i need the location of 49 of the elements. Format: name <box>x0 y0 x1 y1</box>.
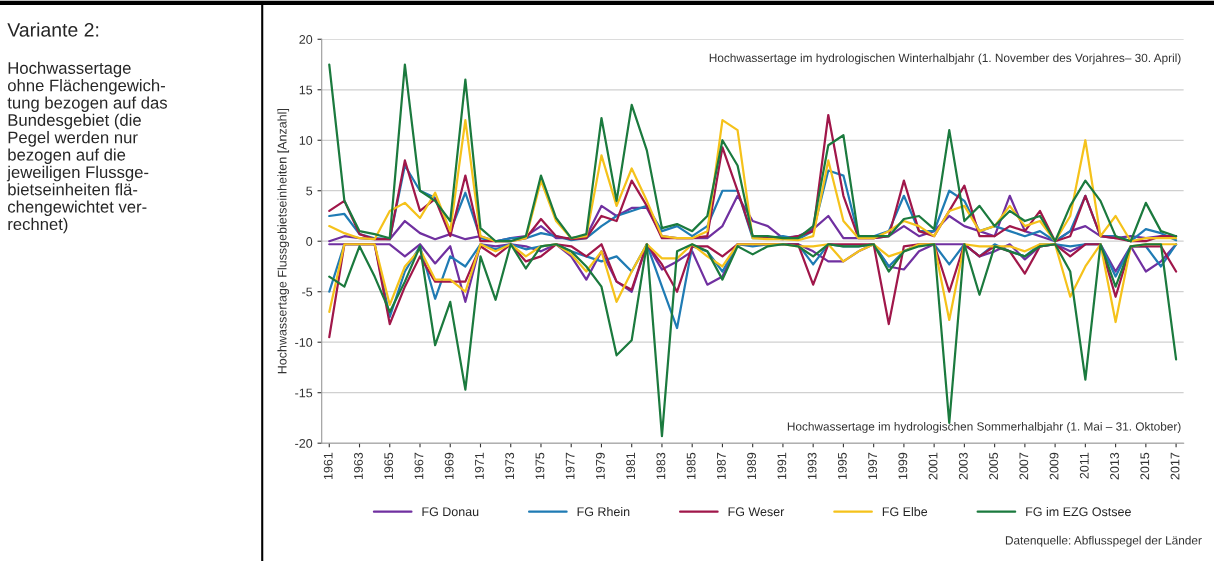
annotation: Hochwassertage im hydrologischen Winterhalbjahr (1. November des Vorjahres– 30. April) <box>709 53 1181 65</box>
x-tick-label: 2013 <box>1110 452 1119 480</box>
y-axis-title: Hochwassertage Flussgebietseinheiten [Anzahl] <box>277 109 290 374</box>
x-tick-label: 2005 <box>989 452 998 480</box>
x-tick-label: 2011 <box>1079 452 1089 479</box>
legend-label: FG Rhein <box>577 506 630 517</box>
x-tick-label: 1965 <box>384 452 394 480</box>
text: Hochwassertage ohne Flächengewich- tung bezogen auf das Bundesgebiet (die Pegel werden nur bezogen auf die jeweiligen Flussge- bietseinheiten flä- chengewichtet ver- rechnet) <box>6 61 167 234</box>
y-tick-label: 0 <box>306 237 313 246</box>
x-tick-label: 1967 <box>414 452 424 480</box>
text: Variante 2: <box>7 22 99 37</box>
x-tick-label: 1987 <box>716 452 726 480</box>
x-tick-label: 1993 <box>807 452 817 480</box>
x-tick-label: 1977 <box>565 452 575 480</box>
x-tick-label: 1991 <box>777 452 787 480</box>
x-tick-label: 2007 <box>1019 452 1029 480</box>
y-tick-label: -15 <box>295 388 313 398</box>
x-tick-label: 1999 <box>898 452 908 480</box>
legend-label: FG im EZG Ostsee <box>1026 506 1131 517</box>
y-tick-label: -20 <box>295 438 313 448</box>
legend-label: FG Elbe <box>882 506 928 517</box>
x-tick-label: 1981 <box>626 452 636 480</box>
x-tick-label: 1961 <box>323 452 333 480</box>
y-tick-label: 10 <box>299 136 313 145</box>
text: Datenquelle: Abflusspegel der Länder <box>1005 535 1202 547</box>
x-tick-label: 1973 <box>505 452 515 480</box>
x-tick-label: 2017 <box>1170 452 1180 480</box>
x-tick-label: 1963 <box>354 452 363 480</box>
y-tick-label: 20 <box>299 35 313 44</box>
annotation: Hochwassertage im hydrologischen Sommerhalbjahr (1. Mai – 31. Oktober) <box>787 421 1181 433</box>
legend-label: FG Weser <box>728 507 785 517</box>
y-tick-label: -5 <box>302 287 313 297</box>
y-tick-label: -10 <box>295 338 313 347</box>
x-tick-label: 1997 <box>868 452 878 480</box>
x-tick-label: 1975 <box>535 452 545 480</box>
x-tick-label: 1971 <box>474 452 484 480</box>
x-tick-label: 1989 <box>747 452 757 480</box>
y-tick-label: 5 <box>306 186 313 196</box>
y-tick-label: 15 <box>299 85 313 95</box>
x-tick-label: 2001 <box>928 452 938 480</box>
x-tick-label: 1995 <box>837 452 847 480</box>
x-tick-label: 1983 <box>656 452 666 480</box>
x-tick-label: 2015 <box>1140 452 1150 480</box>
x-tick-label: 2003 <box>958 452 968 480</box>
x-tick-label: 1979 <box>595 452 605 480</box>
legend-label: FG Donau <box>422 507 479 517</box>
x-tick-label: 2009 <box>1049 452 1059 480</box>
x-tick-label: 1969 <box>444 452 454 480</box>
x-tick-label: 1985 <box>686 452 696 480</box>
